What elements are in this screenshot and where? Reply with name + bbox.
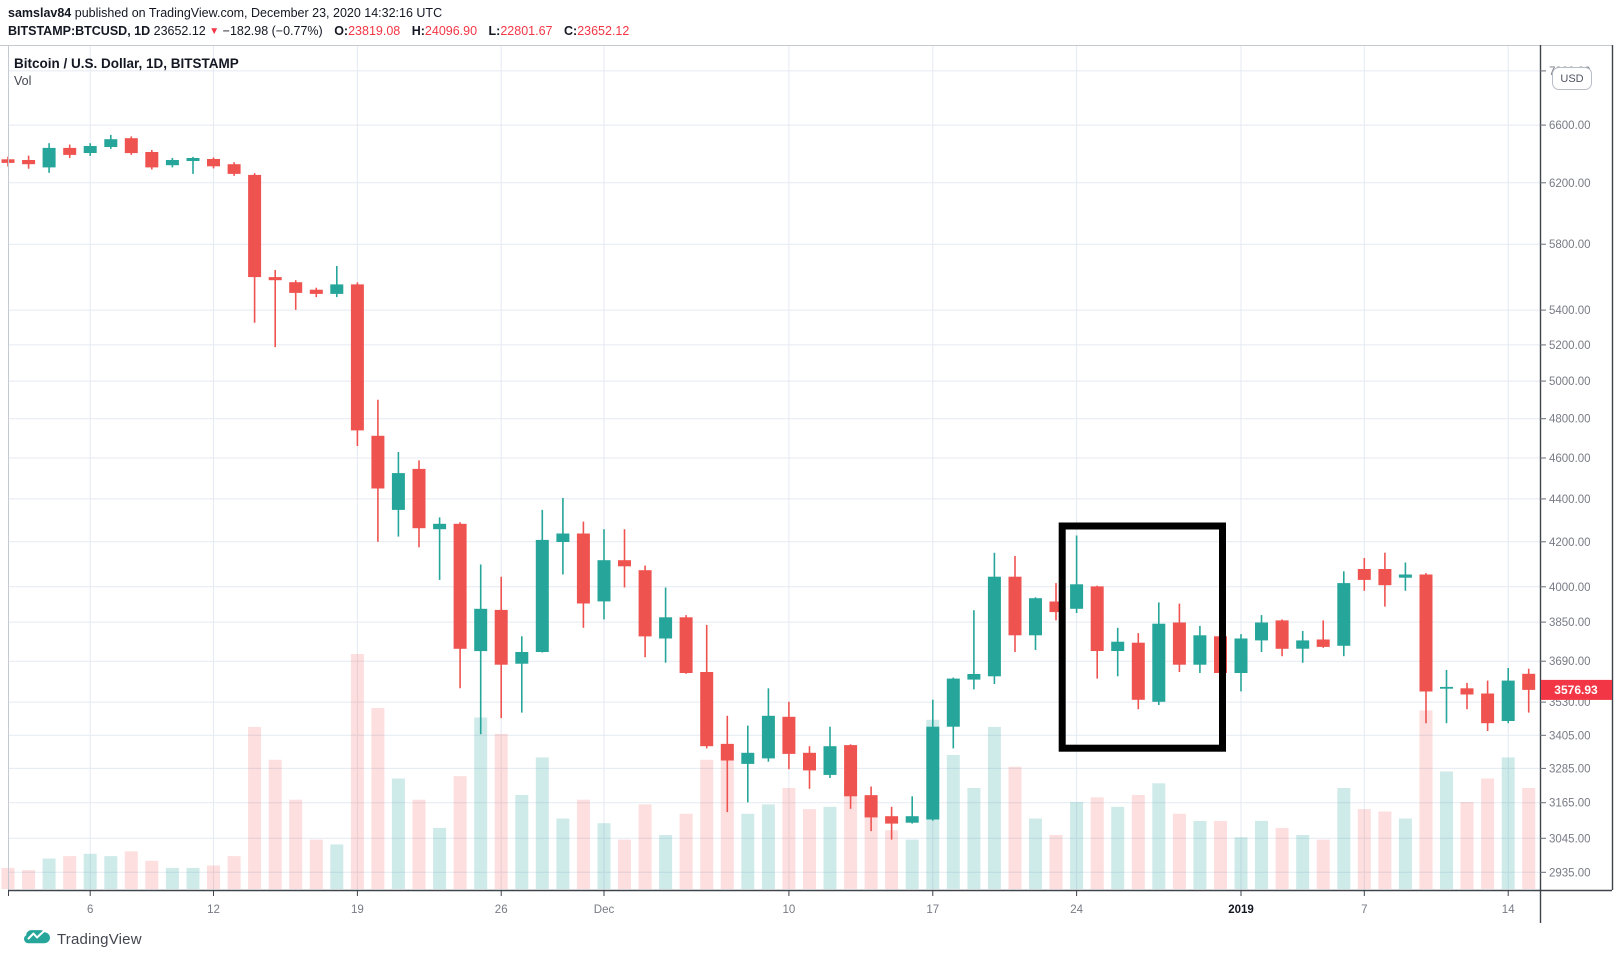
svg-text:10: 10 <box>783 904 796 916</box>
change-value: −182.98 (−0.77%) <box>222 24 323 38</box>
svg-text:Dec: Dec <box>594 904 615 916</box>
volume-bars <box>1 654 1536 890</box>
svg-text:7: 7 <box>1361 904 1367 916</box>
svg-text:3045.00: 3045.00 <box>1549 833 1591 845</box>
high-label: H: <box>411 24 425 38</box>
symbol-interval: BITSTAMP:BTCUSD, 1D <box>8 24 151 38</box>
close-label: C: <box>563 24 578 38</box>
tradingview-logo-icon <box>24 928 50 950</box>
high-value: 24096.90 <box>424 24 478 38</box>
candlesticks <box>1 134 1536 840</box>
author-name: samslav84 <box>8 6 72 20</box>
svg-text:3285.00: 3285.00 <box>1549 763 1591 775</box>
close-value: 23652.12 <box>577 24 630 38</box>
svg-text:5000.00: 5000.00 <box>1549 376 1591 388</box>
svg-text:4000.00: 4000.00 <box>1549 582 1591 594</box>
svg-text:6600.00: 6600.00 <box>1549 120 1591 132</box>
svg-text:24: 24 <box>1070 904 1083 916</box>
down-triangle-icon: ▼ <box>209 26 220 37</box>
time-scale[interactable]: 6 12 19 26 Dec 10 17 24 2019 7 14 <box>8 890 1516 916</box>
svg-text:6: 6 <box>87 904 93 916</box>
low-value: 22801.67 <box>500 24 553 38</box>
svg-text:26: 26 <box>495 904 508 916</box>
legend-volume-indicator: Vol <box>14 74 32 88</box>
svg-text:4200.00: 4200.00 <box>1549 537 1591 549</box>
low-label: L: <box>488 24 501 38</box>
svg-text:3530.00: 3530.00 <box>1549 697 1591 709</box>
svg-text:3165.00: 3165.00 <box>1549 798 1591 810</box>
svg-text:4400.00: 4400.00 <box>1549 494 1591 506</box>
publish-line: samslav84 published on TradingView.com, … <box>8 4 629 22</box>
open-label: O: <box>334 24 349 38</box>
svg-text:2019: 2019 <box>1228 904 1254 916</box>
svg-text:3405.00: 3405.00 <box>1549 730 1591 742</box>
legend-symbol-title: Bitcoin / U.S. Dollar, 1D, BITSTAMP <box>14 56 239 71</box>
svg-text:14: 14 <box>1502 904 1515 916</box>
pane-borders <box>0 45 1614 923</box>
annotation-rectangle[interactable] <box>1058 522 1226 752</box>
publish-info: published on TradingView.com, December 2… <box>71 6 443 20</box>
svg-text:4800.00: 4800.00 <box>1549 414 1591 426</box>
tradingview-logo-text: TradingView <box>57 930 142 948</box>
svg-text:5800.00: 5800.00 <box>1549 239 1591 251</box>
open-value: 23819.08 <box>348 24 401 38</box>
svg-text:19: 19 <box>351 904 364 916</box>
svg-text:12: 12 <box>207 904 220 916</box>
currency-button[interactable]: USD <box>1552 67 1592 90</box>
svg-text:3576.93: 3576.93 <box>1554 683 1598 697</box>
symbol-status-line: BITSTAMP:BTCUSD, 1D 23652.12 ▼ −182.98 (… <box>8 22 629 42</box>
svg-text:2935.00: 2935.00 <box>1549 867 1591 879</box>
svg-text:17: 17 <box>926 904 939 916</box>
svg-text:5200.00: 5200.00 <box>1549 340 1591 352</box>
svg-text:3850.00: 3850.00 <box>1549 617 1591 629</box>
svg-text:3690.00: 3690.00 <box>1549 656 1591 668</box>
grid-lines <box>8 45 1540 890</box>
svg-text:5400.00: 5400.00 <box>1549 305 1591 317</box>
chart-legend: Bitcoin / U.S. Dollar, 1D, BITSTAMP Vol <box>14 55 239 91</box>
svg-text:4600.00: 4600.00 <box>1549 453 1591 465</box>
price-scale[interactable]: 7000.006600.006200.005800.005400.005200.… <box>1540 66 1612 879</box>
svg-text:6200.00: 6200.00 <box>1549 178 1591 190</box>
publish-header: samslav84 published on TradingView.com, … <box>8 4 629 42</box>
tradingview-logo[interactable]: TradingView <box>24 928 142 950</box>
last-value: 23652.12 <box>153 24 206 38</box>
last-price-badge: 3576.93 <box>1541 679 1612 700</box>
